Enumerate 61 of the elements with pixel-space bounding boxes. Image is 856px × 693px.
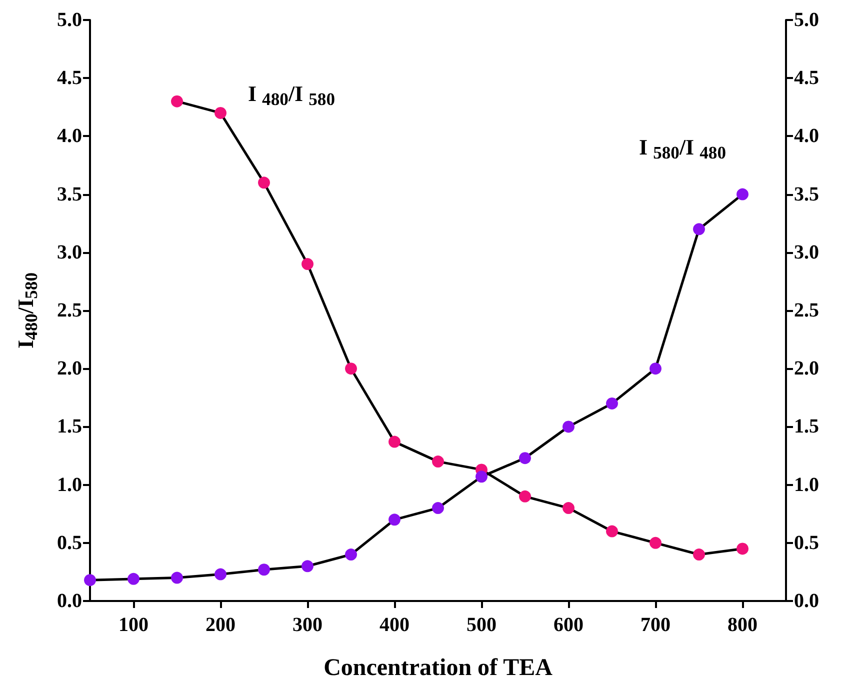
point	[693, 548, 705, 561]
point	[650, 362, 662, 375]
point	[519, 452, 531, 464]
point	[476, 470, 488, 483]
y2-tick-label: 1.5	[794, 416, 819, 438]
y-tick-label: 2.5	[57, 300, 82, 322]
point	[258, 564, 270, 576]
point	[736, 188, 748, 200]
point	[562, 502, 574, 514]
point	[302, 560, 314, 572]
point	[388, 514, 400, 526]
x-tick-label: 200	[206, 614, 236, 636]
y2-tick-label: 4.0	[794, 125, 819, 148]
y2-tick-label: 5.0	[794, 9, 819, 31]
x-tick-label: 300	[292, 614, 322, 636]
point	[606, 397, 618, 410]
y-axis-title: I480/I580	[13, 272, 41, 349]
y-tick-label: 3.0	[57, 241, 82, 264]
point	[519, 490, 531, 502]
point	[171, 95, 183, 108]
y2-tick-label: 0.0	[794, 590, 819, 612]
x-tick-label: 600	[554, 614, 584, 636]
x-tick-label: 400	[380, 614, 410, 636]
y2-tick-label: 3.0	[794, 241, 819, 264]
y-tick-label: 0.5	[57, 532, 82, 554]
y2-tick-label: 2.0	[794, 358, 819, 380]
y-tick-label: 2.0	[57, 358, 82, 380]
x-tick-label: 700	[640, 614, 670, 636]
point	[214, 568, 226, 580]
y-tick-label: 4.5	[57, 67, 82, 90]
point	[388, 436, 400, 448]
point	[345, 548, 357, 561]
y2-tick-label: 2.5	[794, 300, 819, 322]
y2-tick-label: 0.5	[794, 532, 819, 554]
point	[693, 223, 705, 236]
y-tick-label: 1.0	[57, 474, 82, 496]
y-tick-label: 0.0	[57, 590, 82, 612]
point	[606, 525, 618, 538]
point	[171, 572, 183, 584]
point	[302, 258, 314, 270]
x-axis-title: Concentration of TEA	[324, 655, 554, 681]
point	[345, 362, 357, 375]
point	[432, 502, 444, 514]
y2-tick-label: 3.5	[794, 183, 819, 206]
y2-tick-label: 4.5	[794, 67, 819, 90]
point	[736, 542, 748, 555]
y2-tick-label: 1.0	[794, 474, 819, 496]
point	[432, 456, 444, 468]
point	[214, 106, 226, 119]
y-tick-label: 4.0	[57, 125, 82, 148]
point	[562, 420, 574, 433]
y-tick-label: 3.5	[57, 183, 82, 206]
point	[258, 176, 270, 189]
x-tick-label: 800	[728, 614, 758, 636]
point	[650, 536, 662, 549]
x-tick-label: 500	[466, 614, 496, 636]
y-tick-label: 5.0	[57, 9, 82, 31]
x-tick-label: 100	[118, 614, 148, 636]
point	[84, 574, 96, 586]
y-tick-label: 1.5	[57, 416, 82, 438]
point	[128, 572, 140, 585]
